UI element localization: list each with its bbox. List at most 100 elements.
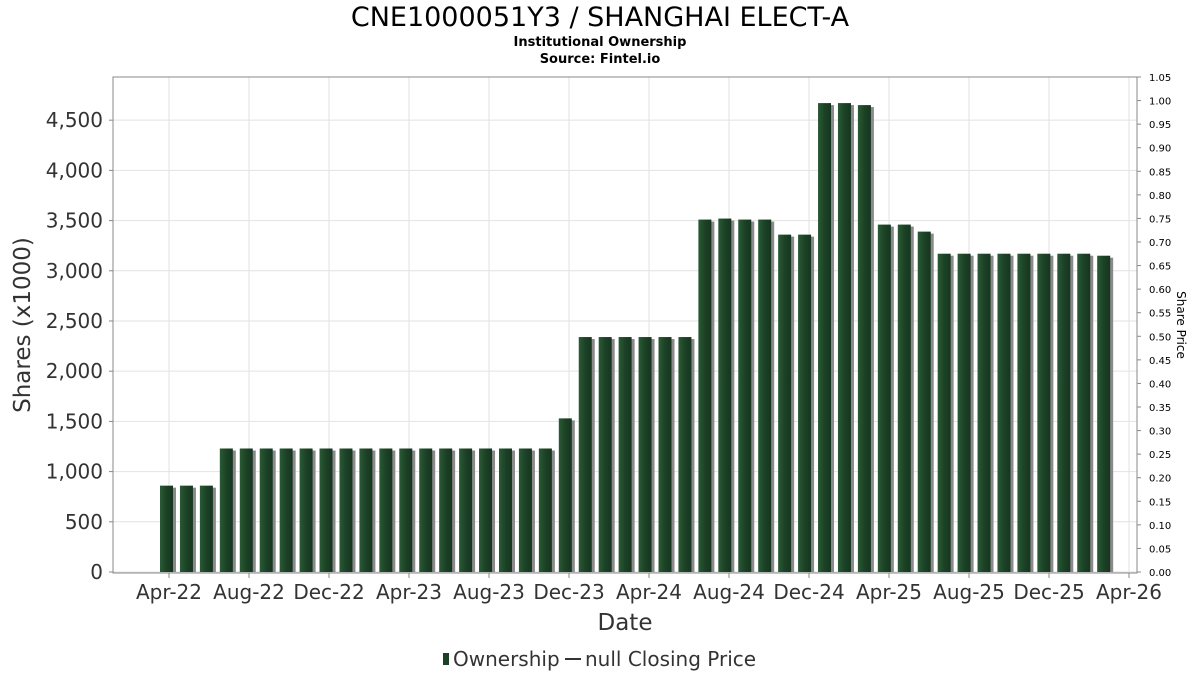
ownership-bar — [239, 448, 253, 572]
x-tick-label: Apr-24 — [616, 580, 682, 604]
chart-subtitle: Institutional Ownership — [513, 35, 687, 50]
ownership-bar — [279, 448, 293, 572]
x-tick-label: Dec-25 — [1013, 580, 1084, 604]
ownership-bar — [399, 448, 413, 572]
x-tick-label: Apr-26 — [1096, 580, 1162, 604]
y2-tick-label: 0.85 — [1149, 167, 1171, 178]
y-tick-label: 0 — [90, 560, 103, 584]
ownership-bar — [459, 448, 473, 572]
ownership-bar — [538, 448, 552, 572]
ownership-bar — [738, 219, 752, 572]
x-tick-label: Aug-23 — [453, 580, 525, 604]
y-tick-label: 1,000 — [46, 460, 103, 484]
y-tick-label: 500 — [65, 510, 103, 534]
y2-tick-label: 0.15 — [1149, 497, 1171, 508]
ownership-bar — [359, 448, 373, 572]
y2-tick-label: 0.55 — [1149, 309, 1171, 320]
ownership-bar — [877, 224, 891, 572]
ownership-bar — [977, 253, 991, 572]
y-tick-label: 2,500 — [46, 309, 103, 333]
y2-tick-label: 0.10 — [1149, 521, 1171, 532]
y-tick-label: 1,500 — [46, 409, 103, 433]
y2-tick-label: 0.60 — [1149, 285, 1171, 296]
y2-tick-label: 1.00 — [1149, 97, 1171, 108]
x-tick-label: Dec-22 — [293, 580, 364, 604]
y2-tick-label: 0.50 — [1149, 332, 1171, 343]
ownership-bar — [917, 231, 931, 572]
y2-tick-label: 0.75 — [1149, 214, 1171, 225]
legend-price-label: null Closing Price — [585, 647, 756, 671]
ownership-bar — [758, 219, 772, 572]
y-tick-label: 4,000 — [46, 158, 103, 182]
ownership-bar — [1017, 253, 1031, 572]
axes: 0 500 1,000 1,500 2,000 2,500 3,000 3,500 4,000 4… — [46, 73, 1172, 604]
ownership-bar — [558, 418, 572, 572]
x-tick-label: Aug-22 — [213, 580, 285, 604]
legend: Ownership null Closing Price — [443, 647, 756, 671]
ownership-bar — [578, 337, 592, 572]
ownership-bar — [518, 448, 532, 572]
ownership-bar — [778, 234, 792, 572]
y2-axis-title: Share Price — [1174, 291, 1188, 359]
x-tick-label: Aug-24 — [693, 580, 765, 604]
ownership-bar — [937, 253, 951, 572]
ownership-bar — [319, 448, 333, 572]
x-axis-title: Date — [598, 610, 653, 636]
bars — [160, 103, 1114, 573]
x-tick-label: Dec-23 — [533, 580, 604, 604]
ownership-bar — [798, 234, 812, 572]
chart-source: Source: Fintel.io — [539, 52, 661, 67]
legend-ownership-swatch — [443, 653, 449, 665]
y-tick-label: 3,500 — [46, 209, 103, 233]
ownership-bar — [618, 337, 632, 572]
ownership-bar — [698, 219, 712, 572]
ownership-bar — [857, 105, 871, 572]
ownership-bar — [419, 448, 433, 572]
y2-tick-label: 0.45 — [1149, 356, 1171, 367]
y2-tick-label: 0.05 — [1149, 544, 1171, 555]
y2-tick-label: 0.30 — [1149, 427, 1171, 438]
y2-tick-label: 0.80 — [1149, 191, 1171, 202]
ownership-bar — [1077, 253, 1091, 572]
ownership-bar — [638, 337, 652, 572]
chart-title: CNE1000051Y3 / SHANGHAI ELECT-A — [350, 2, 850, 33]
ownership-bar — [219, 448, 233, 572]
ownership-bar — [299, 448, 313, 572]
ownership-bar — [259, 448, 273, 572]
y-tick-label: 3,000 — [46, 259, 103, 283]
ownership-bar — [498, 448, 512, 572]
ownership-bar — [957, 253, 971, 572]
ownership-bar — [1097, 255, 1111, 572]
y2-tick-label: 0.25 — [1149, 450, 1171, 461]
ownership-bar — [1057, 253, 1071, 572]
y2-tick-label: 1.05 — [1149, 73, 1171, 84]
plot-area — [112, 76, 1138, 574]
ownership-bar — [897, 224, 911, 572]
ownership-bar — [718, 218, 732, 572]
y-tick-label: 4,500 — [46, 108, 103, 132]
y-axis-title: Shares (x1000) — [10, 237, 36, 413]
ownership-bar — [179, 485, 193, 572]
y-tick-label: 2,000 — [46, 359, 103, 383]
ownership-bar — [479, 448, 493, 572]
legend-ownership-label: Ownership — [453, 647, 560, 671]
y2-tick-label: 0.35 — [1149, 403, 1171, 414]
ownership-bar — [598, 337, 612, 572]
x-tick-label: Apr-22 — [136, 580, 202, 604]
y2-tick-label: 0.90 — [1149, 144, 1171, 155]
y2-tick-label: 0.95 — [1149, 120, 1171, 131]
ownership-bar — [339, 448, 353, 572]
ownership-bar — [439, 448, 453, 572]
x-tick-label: Apr-23 — [376, 580, 442, 604]
x-tick-label: Apr-25 — [856, 580, 922, 604]
ownership-bar — [160, 485, 173, 572]
y2-tick-label: 0.20 — [1149, 474, 1171, 485]
ownership-bar — [379, 448, 393, 572]
y2-tick-label: 0.70 — [1149, 238, 1171, 249]
ownership-bar — [818, 103, 832, 573]
x-tick-label: Aug-25 — [933, 580, 1005, 604]
ownership-bar — [678, 337, 692, 572]
ownership-bar — [837, 103, 851, 573]
ownership-bar — [997, 253, 1011, 572]
